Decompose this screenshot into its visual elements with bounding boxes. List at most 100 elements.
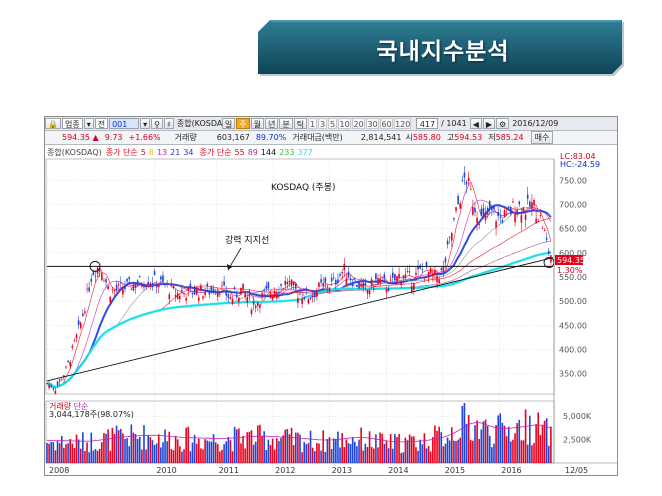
candle-body bbox=[210, 286, 213, 291]
price-axis: 350.00 400.00 450.00 500.00 550.00 600.00 650.… bbox=[559, 176, 587, 378]
candle-body bbox=[356, 285, 358, 287]
volume-bar bbox=[467, 414, 470, 463]
support-touch-circle bbox=[543, 257, 554, 268]
search-icon[interactable]: ⚲ bbox=[151, 118, 163, 129]
volume-bar bbox=[105, 433, 107, 463]
speaker-icon[interactable]: ♯ bbox=[163, 118, 174, 129]
candle-body bbox=[520, 215, 523, 223]
volume-bar bbox=[254, 441, 257, 463]
volume-bar bbox=[415, 447, 417, 463]
candle-body bbox=[155, 284, 158, 288]
volume-bar bbox=[448, 440, 451, 463]
candle-body bbox=[537, 220, 540, 222]
interval-60[interactable]: 60 bbox=[380, 118, 394, 129]
volume-bar bbox=[219, 451, 221, 463]
candle-body bbox=[263, 289, 265, 291]
volume-bar bbox=[111, 427, 114, 463]
candle-body bbox=[198, 297, 200, 301]
period-month[interactable]: 월 bbox=[250, 118, 264, 129]
price-chart[interactable]: 350.00 400.00 450.00 500.00 550.00 600.00 650.… bbox=[45, 117, 618, 476]
volume-bar bbox=[290, 427, 293, 463]
time-tick-label: 2008 bbox=[49, 466, 69, 475]
interval-3[interactable]: 3 bbox=[318, 118, 328, 129]
volume-bar bbox=[132, 432, 135, 463]
candle-body bbox=[347, 271, 350, 278]
chart-toolbar: 🔒 업종 ▾ 전 001 ▾ ⚲ ♯ 종합(KOSDAQ) 일 주 월 년 분 … bbox=[45, 117, 617, 131]
volume-bar bbox=[119, 428, 122, 463]
candle-body bbox=[145, 286, 147, 288]
candle-body bbox=[297, 298, 299, 303]
volume-bar bbox=[297, 432, 299, 463]
candle-body bbox=[225, 290, 228, 296]
candle-body bbox=[187, 286, 190, 292]
period-minute[interactable]: 분 bbox=[279, 118, 293, 129]
candle-body bbox=[149, 283, 152, 286]
volume-bar bbox=[286, 428, 289, 463]
period-tick[interactable]: 틱 bbox=[293, 118, 308, 129]
volume-bar bbox=[501, 422, 504, 463]
legend-ma-144: 144 bbox=[260, 147, 277, 157]
volume-bar bbox=[73, 448, 76, 463]
volume-bar bbox=[216, 444, 219, 463]
volume-bar bbox=[181, 451, 183, 463]
support-touch-circle bbox=[89, 260, 101, 272]
volume-bar bbox=[432, 437, 434, 463]
interval-120[interactable]: 120 bbox=[394, 118, 412, 129]
volume-bar bbox=[520, 440, 523, 463]
volume-bar bbox=[166, 441, 168, 463]
candle-body bbox=[364, 282, 367, 286]
candle-body bbox=[442, 266, 445, 272]
prev-icon[interactable]: ◀ bbox=[469, 118, 482, 129]
volume-bar bbox=[122, 433, 124, 463]
volume-bar bbox=[208, 441, 211, 463]
volume-bar bbox=[497, 415, 499, 463]
volume-bar bbox=[425, 448, 428, 463]
candle-body bbox=[522, 207, 525, 213]
volume-bar bbox=[227, 437, 230, 463]
settings-icon[interactable]: ⚙ bbox=[496, 118, 510, 129]
count-input[interactable]: 417 bbox=[416, 118, 439, 129]
candle-body bbox=[480, 208, 483, 216]
volume-bar bbox=[463, 403, 466, 463]
candle-body bbox=[244, 292, 246, 297]
candle-body bbox=[176, 293, 179, 299]
candle-body bbox=[134, 284, 137, 288]
volume-bar bbox=[273, 449, 276, 463]
volume-bar bbox=[98, 448, 101, 463]
low-price: 저585.24 bbox=[488, 133, 524, 142]
interval-5[interactable]: 5 bbox=[328, 118, 338, 129]
candle-body bbox=[124, 285, 126, 290]
interval-1[interactable]: 1 bbox=[308, 118, 318, 129]
period-day[interactable]: 일 bbox=[221, 118, 236, 129]
lock-icon[interactable]: 🔒 bbox=[45, 118, 61, 129]
market-select[interactable]: 업종 bbox=[61, 118, 83, 129]
candle-body bbox=[286, 281, 289, 284]
price-tick-label: 650.00 bbox=[559, 225, 587, 234]
buy-button[interactable]: 매수 bbox=[530, 131, 554, 144]
index-name: 종합(KOSDAQ) bbox=[176, 119, 232, 128]
volume-bar bbox=[461, 405, 464, 463]
next-icon[interactable]: ▶ bbox=[482, 118, 496, 129]
candle-body bbox=[276, 293, 278, 299]
ma-line-89 bbox=[46, 240, 551, 388]
candle-body bbox=[512, 201, 514, 203]
code-dropdown-icon[interactable]: ▾ bbox=[140, 118, 151, 129]
interval-10[interactable]: 10 bbox=[338, 118, 352, 129]
candle-body bbox=[77, 320, 80, 325]
candle-body bbox=[438, 279, 440, 283]
candle-body bbox=[324, 277, 327, 284]
volume-bar bbox=[65, 444, 67, 463]
candle-body bbox=[181, 289, 183, 292]
market-toggle[interactable]: 전 bbox=[94, 118, 109, 129]
candle-body bbox=[92, 270, 95, 276]
period-week[interactable]: 주 bbox=[236, 118, 250, 129]
interval-30[interactable]: 30 bbox=[366, 118, 380, 129]
code-input[interactable]: 001 bbox=[109, 118, 140, 129]
market-dropdown-icon[interactable]: ▾ bbox=[83, 118, 94, 129]
volume-bar bbox=[168, 431, 171, 463]
period-year[interactable]: 년 bbox=[264, 118, 279, 129]
interval-20[interactable]: 20 bbox=[352, 118, 366, 129]
volume-bar bbox=[303, 442, 306, 463]
candle-body bbox=[370, 279, 373, 286]
candle-body bbox=[434, 269, 436, 276]
